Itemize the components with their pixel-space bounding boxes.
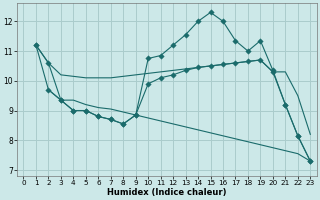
X-axis label: Humidex (Indice chaleur): Humidex (Indice chaleur) xyxy=(107,188,227,197)
